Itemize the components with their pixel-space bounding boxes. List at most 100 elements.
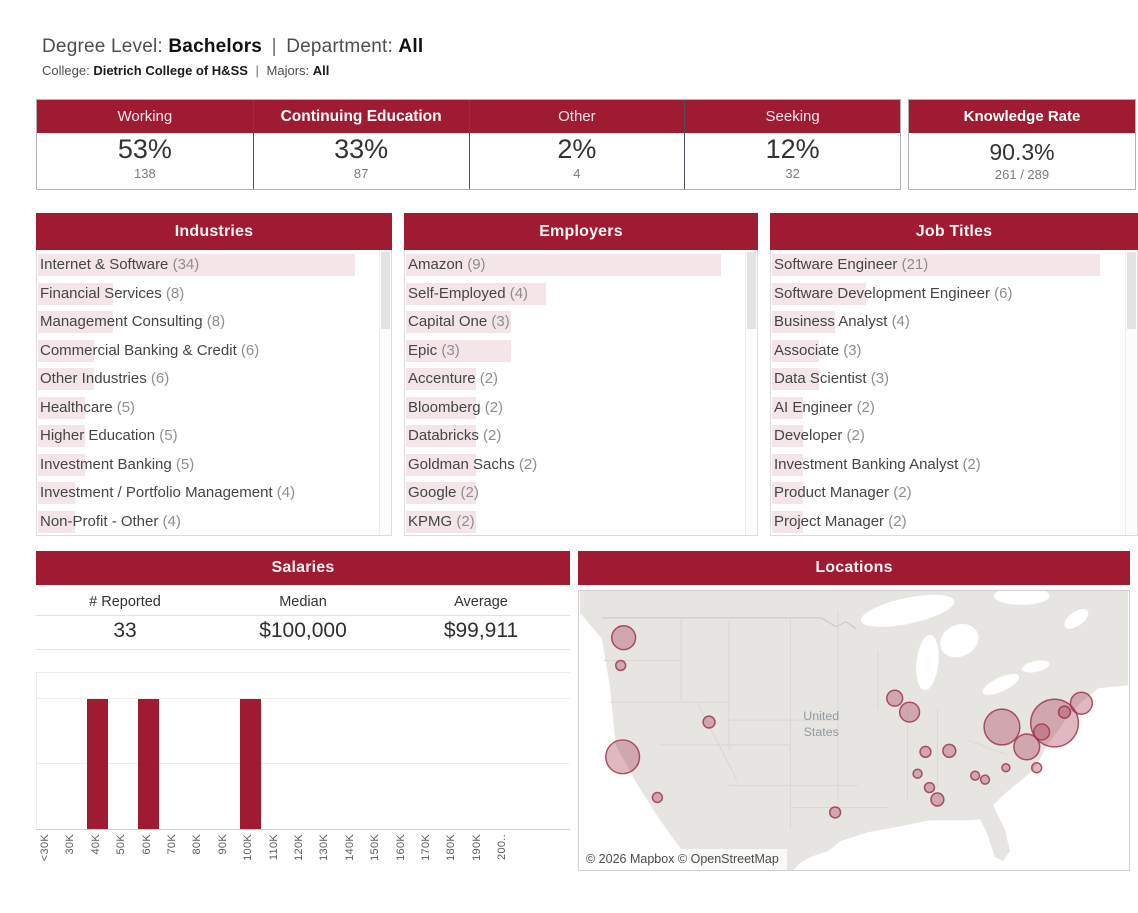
- value-bar: [406, 311, 512, 333]
- list-item[interactable]: Associate (3): [771, 337, 1124, 366]
- location-bubble[interactable]: [983, 708, 1021, 746]
- list-item[interactable]: Project Manager (2): [771, 508, 1124, 536]
- list-item[interactable]: Investment Banking Analyst (2): [771, 451, 1124, 480]
- location-bubble[interactable]: [898, 701, 921, 723]
- list-item[interactable]: Investment / Portfolio Management (4): [37, 479, 378, 508]
- gridline: [37, 763, 570, 764]
- list-item[interactable]: Healthcare (5): [37, 394, 378, 423]
- locations-panel: Locations: [578, 551, 1130, 871]
- list-item[interactable]: Epic (3): [405, 337, 744, 366]
- salary-stats-table: # Reported Median Average 33 $100,000 $9…: [36, 585, 570, 650]
- gridline: [37, 698, 570, 699]
- location-bubble[interactable]: [923, 781, 936, 794]
- value-bar: [38, 510, 76, 533]
- location-bubble[interactable]: [969, 770, 981, 781]
- x-tick-label: 40K: [89, 834, 102, 855]
- kpi-body: 33% 87: [254, 133, 469, 189]
- location-bubble[interactable]: [942, 743, 957, 759]
- list-item[interactable]: Management Consulting (8): [37, 308, 378, 337]
- list-item[interactable]: Investment Banking (5): [37, 451, 378, 480]
- list-item[interactable]: Databricks (2): [405, 422, 744, 451]
- kpi-card-continuing-education[interactable]: Continuing Education 33% 87: [252, 100, 469, 189]
- map[interactable]: United States © 2026 Mapbox © OpenStreet…: [578, 590, 1130, 871]
- list-item[interactable]: Higher Education (5): [37, 422, 378, 451]
- kpi-percent: 33%: [334, 134, 389, 164]
- histogram-bar[interactable]: [239, 699, 261, 829]
- list-item[interactable]: Software Engineer (21): [771, 251, 1124, 280]
- location-bubble[interactable]: [919, 745, 932, 759]
- location-bubble[interactable]: [979, 774, 991, 785]
- list-item[interactable]: Other Industries (6): [37, 365, 378, 394]
- location-bubble[interactable]: [651, 791, 664, 804]
- list-item[interactable]: Business Analyst (4): [771, 308, 1124, 337]
- list-item[interactable]: KPMG (2): [405, 508, 744, 536]
- list-item[interactable]: Self-Employed (4): [405, 280, 744, 309]
- location-bubble[interactable]: [605, 739, 641, 775]
- value-bar: [772, 254, 1101, 276]
- location-bubble[interactable]: [610, 625, 637, 651]
- scrollbar-thumb[interactable]: [381, 252, 390, 329]
- separator: |: [255, 63, 259, 78]
- list-item-label: Self-Employed (4): [408, 284, 529, 302]
- location-bubble[interactable]: [886, 689, 904, 707]
- value-bar: [406, 425, 477, 447]
- location-bubble[interactable]: [702, 715, 716, 729]
- list-item[interactable]: Non-Profit - Other (4): [37, 508, 378, 536]
- value-bar: [406, 482, 477, 504]
- title-line-2: College: Dietrich College of H&SS | Majo…: [42, 63, 423, 78]
- scrollbar[interactable]: [379, 250, 391, 535]
- canada-border: [601, 617, 857, 630]
- kpi-header: Continuing Education: [253, 100, 469, 133]
- outcomes-summary-band: Working 53% 138 Continuing Education 33% 87 Ot…: [36, 99, 901, 190]
- location-bubble[interactable]: [1013, 733, 1041, 761]
- location-bubble[interactable]: [828, 806, 842, 819]
- list-item[interactable]: Amazon (9): [405, 251, 744, 280]
- list-item[interactable]: AI Engineer (2): [771, 394, 1124, 423]
- list-item[interactable]: Software Development Engineer (6): [771, 280, 1124, 309]
- location-bubble[interactable]: [1001, 763, 1011, 773]
- location-bubble[interactable]: [930, 792, 945, 807]
- list-item-label: Healthcare (5): [40, 398, 136, 416]
- list-item[interactable]: Commercial Banking & Credit (6): [37, 337, 378, 366]
- list-item[interactable]: Internet & Software (34): [37, 251, 378, 280]
- salary-stats-value-row: 33 $100,000 $99,911: [36, 616, 570, 650]
- kpi-percent: 2%: [557, 134, 597, 164]
- x-tick-label: <30K: [39, 834, 51, 862]
- location-bubble[interactable]: [1069, 691, 1094, 715]
- list-item[interactable]: Developer (2): [771, 422, 1124, 451]
- kpi-card-working[interactable]: Working 53% 138: [37, 100, 253, 189]
- list-item[interactable]: Financial Services (8): [37, 280, 378, 309]
- knowledge-rate-card[interactable]: Knowledge Rate 90.3% 261 / 289: [908, 99, 1136, 190]
- salaries-header: Salaries: [36, 551, 570, 585]
- x-tick-label: 190K: [470, 834, 483, 861]
- list-item-label: Non-Profit - Other (4): [40, 512, 181, 530]
- location-bubble[interactable]: [1029, 698, 1080, 748]
- kpi-card-seeking[interactable]: Seeking 12% 32: [684, 100, 900, 189]
- location-bubble[interactable]: [614, 659, 627, 672]
- scrollbar-thumb[interactable]: [1127, 252, 1136, 329]
- location-bubble[interactable]: [1030, 762, 1043, 774]
- list-item-label: Financial Services (8): [40, 284, 185, 302]
- country-label: United States: [803, 709, 839, 739]
- list-item[interactable]: Data Scientist (3): [771, 365, 1124, 394]
- location-bubble[interactable]: [1057, 705, 1072, 719]
- histogram-bar[interactable]: [138, 699, 160, 829]
- value-bar: [772, 510, 804, 533]
- list-item[interactable]: Capital One (3): [405, 308, 744, 337]
- list-item[interactable]: Goldman Sachs (2): [405, 451, 744, 480]
- scrollbar[interactable]: [1125, 250, 1137, 535]
- scrollbar-thumb[interactable]: [747, 252, 756, 329]
- value-bar: [772, 425, 804, 447]
- location-bubble[interactable]: [1032, 723, 1051, 741]
- list-item[interactable]: Google (2): [405, 479, 744, 508]
- list-item[interactable]: Bloomberg (2): [405, 394, 744, 423]
- list-item[interactable]: Product Manager (2): [771, 479, 1124, 508]
- location-bubble[interactable]: [912, 768, 923, 779]
- salary-stats-header-row: # Reported Median Average: [36, 590, 570, 616]
- state-borders: [603, 610, 1008, 830]
- scrollbar[interactable]: [745, 250, 757, 535]
- histogram-bar[interactable]: [87, 699, 109, 829]
- list-item[interactable]: Accenture (2): [405, 365, 744, 394]
- degree-level-value: Bachelors: [168, 36, 263, 57]
- kpi-card-other[interactable]: Other 2% 4: [468, 100, 685, 189]
